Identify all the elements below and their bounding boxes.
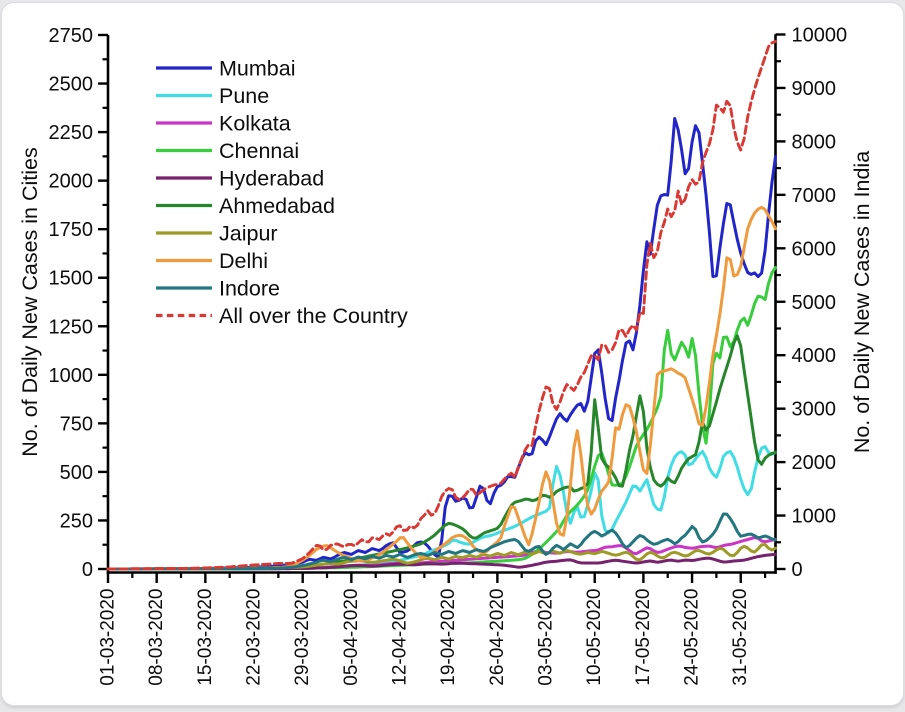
x-tick-label: 15-03-2020 — [195, 589, 216, 686]
legend-label-indore: Indore — [219, 277, 280, 301]
y-left-axis-title: No. of Daily New Cases in Cities — [18, 147, 42, 456]
y-right-tick-label: 10000 — [792, 25, 848, 47]
x-tick-label: 19-04-2020 — [438, 589, 459, 686]
y-right-tick-label: 1000 — [792, 506, 837, 528]
y-right-tick-label: 2000 — [792, 452, 837, 474]
x-tick-label: 17-05-2020 — [633, 589, 654, 686]
legend-label-pune: Pune — [219, 84, 269, 108]
y-right-axis-title: No. of Daily New Cases in India — [850, 151, 874, 453]
y-right-tick-label: 6000 — [792, 238, 837, 260]
y-right-tick-label: 8000 — [792, 131, 837, 153]
x-tick-label: 10-05-2020 — [584, 589, 605, 686]
covid-daily-cases-line-chart: 0 250 500 750 1000 1250 1500 1750 2000 2250 2500 27… — [18, 25, 874, 686]
y-right-tick-label: 9000 — [792, 78, 837, 100]
series-pune — [106, 445, 777, 571]
y-left-tick-label: 750 — [60, 413, 93, 435]
x-tick-label: 01-03-2020 — [98, 589, 119, 686]
series-mumbai — [106, 117, 777, 571]
y-right-tick-label: 3000 — [792, 399, 837, 421]
y-left-tick-label: 1250 — [49, 316, 94, 338]
y-right-tick-label: 5000 — [792, 292, 837, 314]
x-tick-label: 26-04-2020 — [487, 589, 508, 686]
y-left-tick-label: 1750 — [49, 219, 94, 241]
series-chennai — [106, 266, 777, 571]
y-left-tick-label: 2750 — [49, 25, 94, 47]
y-right-tick-label: 0 — [792, 559, 803, 581]
y-right-tick-label: 4000 — [792, 345, 837, 367]
x-tick-label: 03-05-2020 — [536, 589, 557, 686]
legend-label-hyderabad: Hyderabad — [219, 167, 324, 191]
y-left-tick-label: 500 — [60, 462, 93, 484]
y-left-tick-label: 250 — [60, 510, 93, 532]
y-left-tick-label: 2250 — [49, 122, 94, 144]
x-tick-label: 05-04-2020 — [341, 589, 362, 686]
x-tick-label: 12-04-2020 — [390, 589, 411, 686]
x-tick-label: 08-03-2020 — [146, 589, 167, 686]
x-tick-label: 31-05-2020 — [730, 589, 751, 686]
y-left-tick-label: 0 — [82, 559, 93, 581]
x-tick-label: 29-03-2020 — [292, 589, 313, 686]
series-all-over-the-country — [106, 40, 777, 571]
y-left-tick-label: 2500 — [49, 74, 94, 96]
y-left-tick-label: 2000 — [49, 171, 94, 193]
y-left-tick-label: 1000 — [49, 365, 94, 387]
legend-label-chennai: Chennai — [219, 139, 299, 163]
y-right-tick-label: 7000 — [792, 185, 837, 207]
y-left-tick-label: 1500 — [49, 268, 94, 290]
legend-label-all-over-the-country: All over the Country — [219, 304, 408, 328]
x-tick-label: 24-05-2020 — [682, 589, 703, 686]
legend-label-mumbai: Mumbai — [219, 57, 295, 81]
legend-label-jaipur: Jaipur — [219, 222, 278, 246]
x-tick-label: 22-03-2020 — [244, 589, 265, 686]
legend-label-ahmedabad: Ahmedabad — [219, 194, 335, 218]
legend-label-kolkata: Kolkata — [219, 112, 291, 136]
legend-label-delhi: Delhi — [219, 249, 268, 273]
